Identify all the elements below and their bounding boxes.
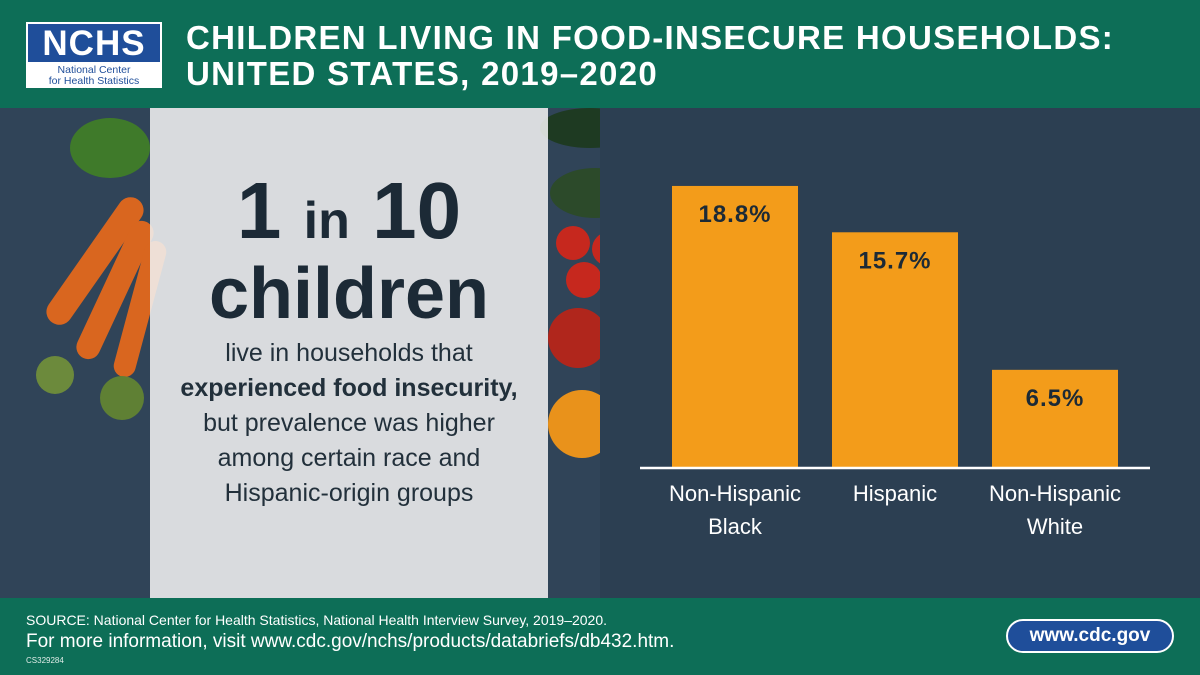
- statistic-in: in: [303, 192, 350, 250]
- category-label: Black: [708, 514, 763, 539]
- more-info-link[interactable]: For more information, visit www.cdc.gov/…: [26, 631, 675, 652]
- cdc-website-button[interactable]: www.cdc.gov: [1006, 619, 1174, 653]
- source-note: SOURCE: National Center for Health Stati…: [26, 612, 608, 628]
- main-area: 1 in 10 children live in households that…: [0, 108, 1200, 598]
- description-emphasis: experienced food insecurity,: [180, 374, 518, 402]
- bar: [672, 185, 798, 467]
- leaf-illustration: [70, 118, 150, 178]
- title-line1: CHILDREN LIVING IN FOOD-INSECURE HOUSEHO…: [186, 19, 1115, 56]
- statistic-headline: 1 in 10: [150, 168, 548, 264]
- category-label: Non-Hispanic: [669, 481, 801, 506]
- bar-value-label: 15.7%: [858, 247, 931, 274]
- bar-value-label: 6.5%: [1026, 385, 1085, 412]
- title-line2: UNITED STATES, 2019–2020: [186, 55, 658, 92]
- description-part-2: but prevalence was higher among certain …: [203, 409, 495, 507]
- page-title: CHILDREN LIVING IN FOOD-INSECURE HOUSEHO…: [186, 20, 1114, 92]
- logo-subtitle-line2: for Health Statistics: [48, 75, 140, 87]
- tomato-illustration: [556, 226, 590, 260]
- statistic-number-10: 10: [372, 166, 462, 255]
- header: NCHS National Center for Health Statisti…: [0, 0, 1200, 108]
- description-part-1: live in households that: [225, 339, 473, 367]
- category-label: Hispanic: [853, 481, 937, 506]
- callout-description: live in households that experienced food…: [180, 336, 518, 511]
- statistic-children: children: [208, 254, 490, 334]
- sprout-illustration: [100, 376, 144, 420]
- bar-value-label: 18.8%: [698, 201, 771, 228]
- statistic-number-1: 1: [236, 166, 282, 255]
- category-label: White: [1027, 514, 1083, 539]
- category-label: Non-Hispanic: [989, 481, 1121, 506]
- bar: [992, 369, 1118, 467]
- sprout-illustration: [36, 356, 74, 394]
- tomato-illustration: [566, 262, 602, 298]
- bar: [832, 232, 958, 467]
- footer: SOURCE: National Center for Health Stati…: [0, 598, 1200, 675]
- bar-chart: 18.8% Non-Hispanic Black 15.7% Hispanic 6.5% N…: [640, 185, 1150, 539]
- pepper-illustration: [548, 308, 608, 368]
- logo-subtitle-line1: National Center: [57, 64, 131, 76]
- publication-code: CS329284: [26, 656, 64, 665]
- nchs-logo[interactable]: NCHS National Center for Health Statisti…: [26, 22, 162, 88]
- logo-subtitle: National Center for Health Statistics: [28, 64, 160, 87]
- logo-text: NCHS: [28, 24, 160, 64]
- callout-panel: 1 in 10 children live in households that…: [150, 108, 548, 598]
